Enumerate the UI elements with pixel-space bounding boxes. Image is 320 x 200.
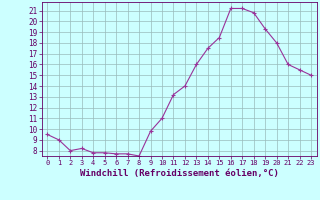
X-axis label: Windchill (Refroidissement éolien,°C): Windchill (Refroidissement éolien,°C) <box>80 169 279 178</box>
